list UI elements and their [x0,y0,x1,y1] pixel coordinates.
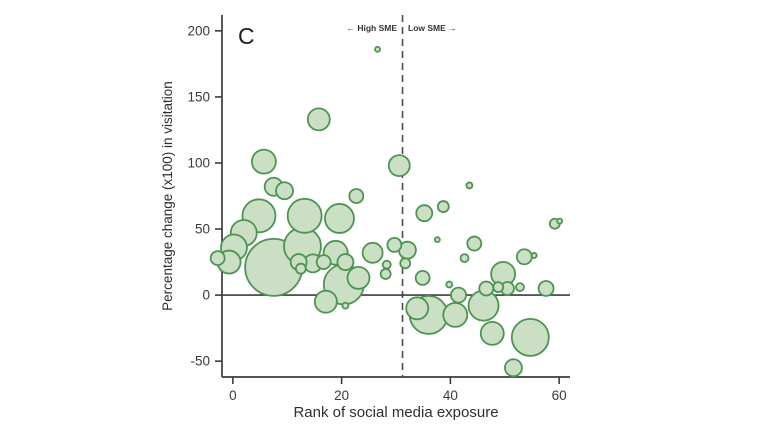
axis-ticks: -50 0 50 100 150 200 0 20 40 60 [187,23,566,403]
y-tick-label: 100 [187,155,210,170]
bubble [250,148,277,175]
bubble [286,197,323,234]
bubble [415,204,434,223]
bubble [346,266,371,290]
bubble [459,253,470,263]
bubble [294,262,307,275]
bubble [306,107,331,132]
bubble [209,250,226,266]
y-tick-label: -50 [190,354,210,369]
bubble [433,236,441,243]
x-tick-label: 0 [229,388,237,403]
x-tick-label: 60 [552,388,567,403]
bubble-series [209,45,564,378]
bubble [504,358,523,378]
bubble [465,181,474,190]
bubble [275,181,294,201]
bubble [414,270,431,286]
bubble [341,301,350,310]
bubble [386,236,403,253]
x-axis-title: Rank of social media exposure [293,404,498,421]
bubble [510,317,550,357]
bubble [530,252,538,259]
bubble [479,321,505,346]
bubble [361,241,384,264]
bubble [315,254,332,270]
bubble [348,188,365,204]
bubble [399,257,412,270]
y-tick-label: 0 [202,288,210,303]
y-axis-title: Percentage change (x100) in visitation [160,81,175,311]
bubble [537,280,555,297]
bubble [515,282,525,293]
bubble [381,259,392,270]
bubble [405,296,430,321]
y-tick-label: 50 [195,222,210,237]
bubble [436,200,450,213]
bubble [324,203,355,234]
bubble [515,248,533,266]
panel-label: C [238,23,255,49]
bubble [445,280,454,289]
bubble [313,289,338,314]
bubble [442,302,469,328]
x-tick-label: 40 [443,388,458,403]
bubble [387,154,411,178]
low-sme-annotation: Low SME → [408,23,457,33]
bubble [478,280,495,297]
bubble [450,286,467,304]
high-sme-annotation: ← High SME [346,23,397,33]
bubble [336,253,355,271]
bubble [492,281,505,294]
bubble [379,268,392,280]
x-tick-label: 20 [334,388,349,403]
bubble [374,45,381,53]
y-tick-label: 150 [187,89,210,104]
bubble [556,217,564,225]
bubble [466,235,483,252]
y-tick-label: 200 [187,23,210,38]
